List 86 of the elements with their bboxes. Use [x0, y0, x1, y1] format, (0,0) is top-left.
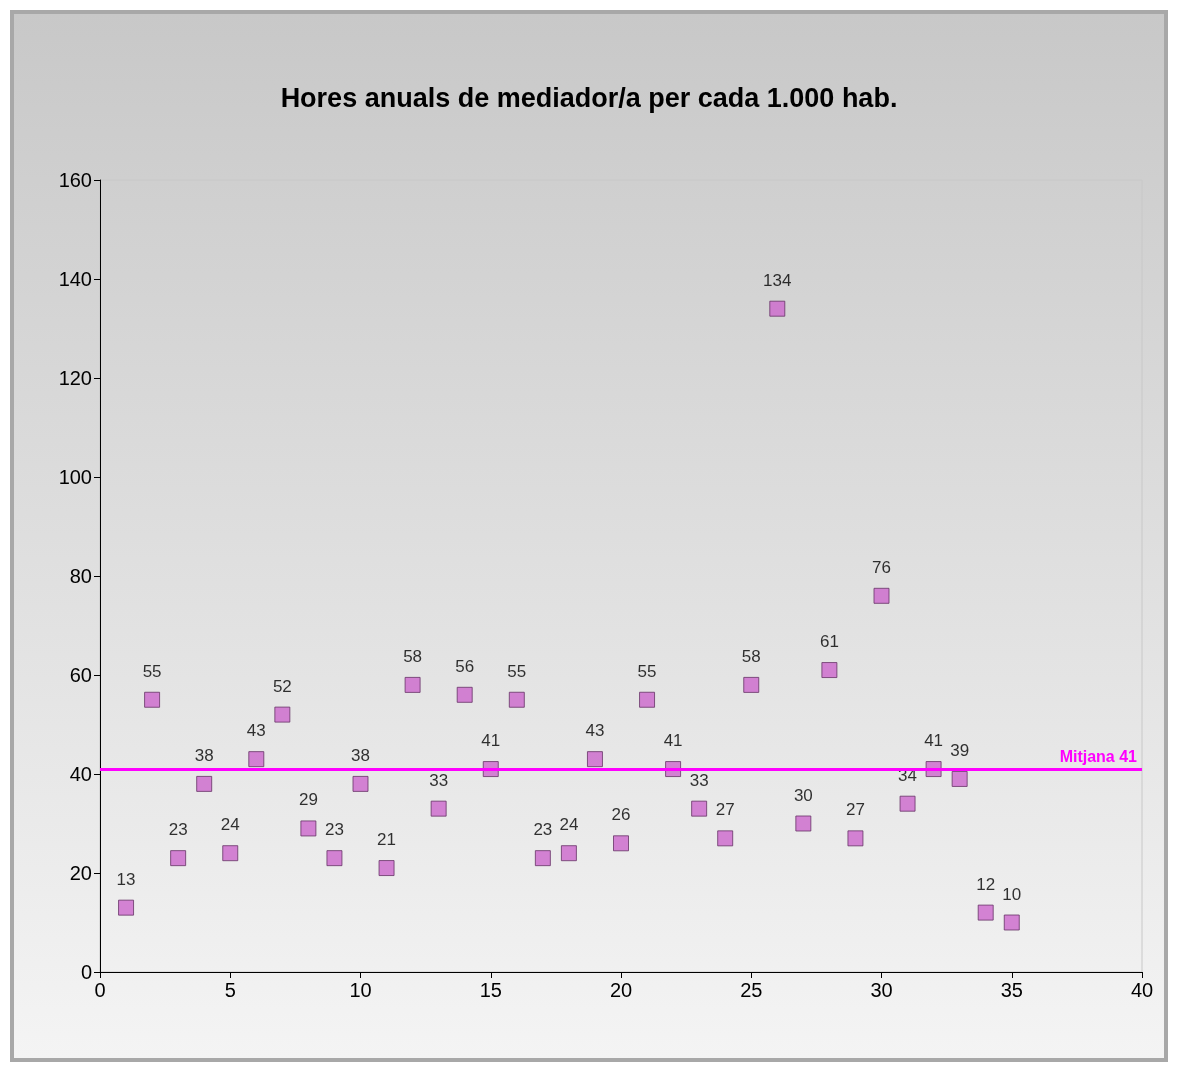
data-label: 12 — [976, 874, 996, 894]
data-label: 52 — [272, 676, 292, 696]
data-label: 61 — [819, 632, 839, 652]
data-label: 24 — [559, 815, 579, 835]
point — [404, 676, 421, 693]
point — [170, 850, 187, 867]
x-tick-label: 25 — [740, 979, 763, 1001]
point — [534, 850, 551, 867]
data-label: 38 — [351, 745, 370, 765]
y-tick-label: 80 — [69, 565, 92, 587]
y-tick-label: 0 — [80, 961, 92, 983]
point — [274, 706, 291, 723]
data-label: 41 — [481, 731, 501, 751]
data-label: 58 — [741, 646, 761, 666]
y-tick-label: 120 — [58, 367, 92, 389]
data-label: 29 — [298, 790, 318, 810]
data-label: 10 — [1002, 884, 1022, 904]
point — [430, 800, 447, 817]
data-label: 13 — [116, 869, 136, 889]
data-label: 23 — [533, 820, 553, 840]
data-label: 55 — [507, 661, 527, 681]
data-label: 55 — [142, 661, 162, 681]
point — [639, 691, 656, 708]
point — [560, 845, 577, 862]
data-label: 27 — [845, 800, 865, 820]
y-tick-label: 40 — [69, 763, 92, 785]
data-label: 41 — [663, 731, 683, 751]
data-label: 21 — [377, 830, 397, 850]
data-label: 24 — [220, 815, 240, 835]
x-tick-label: 35 — [1000, 979, 1023, 1001]
x-tick-label: 40 — [1130, 979, 1154, 1001]
data-label: 33 — [429, 770, 449, 790]
x-tick-label: 0 — [94, 979, 106, 1001]
point — [977, 904, 994, 921]
point — [691, 800, 708, 817]
y-tick-label: 140 — [58, 268, 92, 290]
point — [795, 815, 812, 832]
point — [222, 845, 239, 862]
point — [248, 751, 265, 768]
data-label: 39 — [950, 740, 970, 760]
chart-title: Hores anuals de mediador/a per cada 1.000 hab. — [280, 82, 898, 113]
x-tick-label: 10 — [349, 979, 372, 1001]
point — [613, 835, 629, 852]
point — [847, 830, 864, 847]
data-label: 26 — [611, 805, 631, 825]
point — [951, 770, 968, 787]
point — [873, 587, 890, 604]
x-tick-label: 20 — [609, 979, 633, 1001]
y-tick-label: 160 — [58, 169, 92, 191]
point — [769, 300, 786, 317]
point — [144, 691, 161, 708]
point — [821, 662, 838, 679]
data-label: 55 — [637, 661, 657, 681]
data-label: 134 — [763, 270, 792, 290]
point — [743, 676, 760, 693]
point — [1003, 914, 1020, 931]
point — [717, 830, 734, 847]
y-tick-label: 100 — [58, 466, 92, 488]
point — [196, 775, 213, 792]
data-label: 33 — [689, 770, 709, 790]
point — [899, 795, 916, 812]
data-label: 38 — [194, 745, 214, 765]
data-label: 56 — [455, 656, 475, 676]
data-label: 43 — [246, 721, 266, 741]
point — [300, 820, 317, 837]
point — [352, 775, 369, 792]
data-label: 30 — [793, 785, 813, 805]
data-label: 76 — [872, 557, 891, 577]
point — [118, 899, 135, 916]
point — [508, 691, 525, 708]
data-label: 43 — [585, 721, 605, 741]
data-label: 41 — [924, 731, 944, 751]
data-label: 58 — [403, 646, 423, 666]
data-label: 23 — [324, 820, 344, 840]
y-tick-label: 20 — [69, 862, 92, 884]
point — [326, 850, 343, 867]
ref-line-label: Mitjana 41 — [1059, 747, 1138, 765]
data-label: 27 — [715, 800, 735, 820]
data-label: 23 — [168, 820, 188, 840]
x-tick-label: 5 — [224, 979, 236, 1001]
point — [378, 860, 395, 877]
x-tick-label: 15 — [479, 979, 502, 1001]
point — [586, 751, 603, 768]
point — [456, 686, 473, 703]
y-tick-label: 60 — [69, 664, 92, 686]
x-tick-label: 30 — [870, 979, 893, 1001]
